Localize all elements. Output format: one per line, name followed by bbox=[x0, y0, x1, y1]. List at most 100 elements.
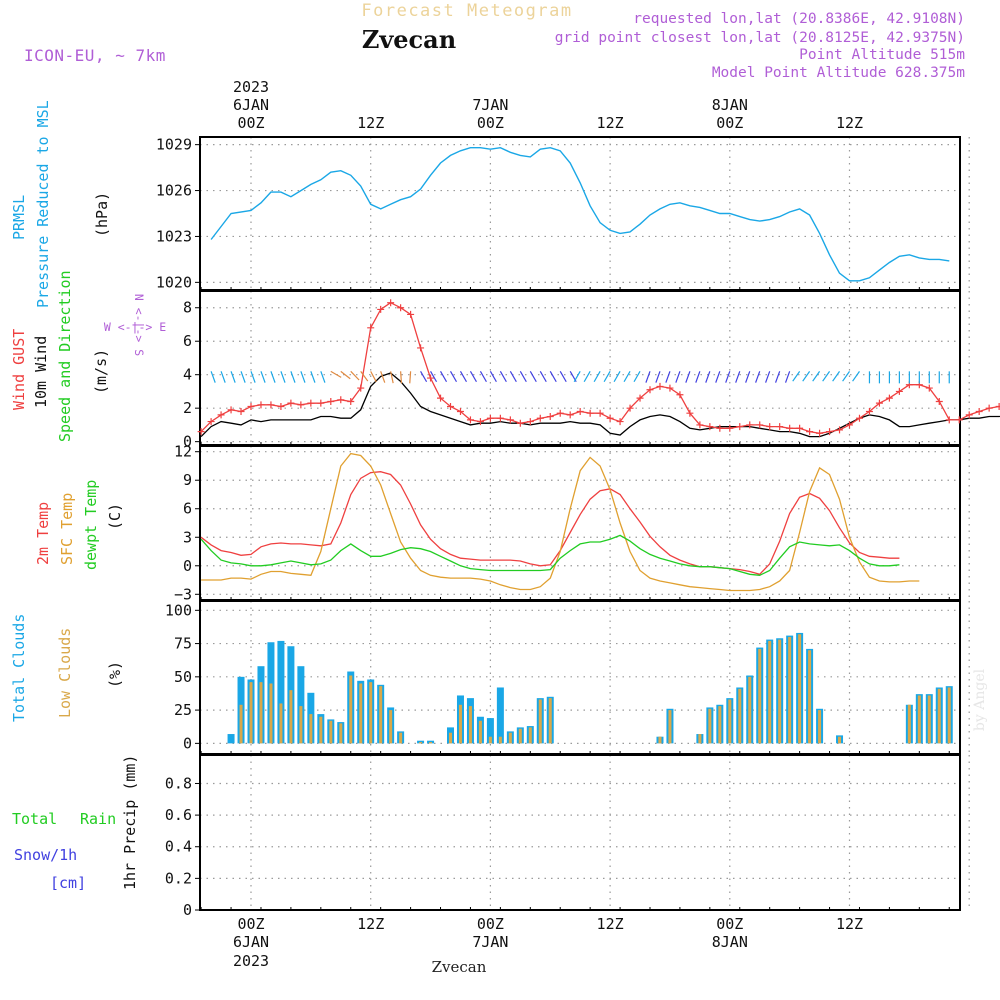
requested-coords: requested lon,lat (20.8386E, 42.9108N) bbox=[633, 11, 965, 27]
low-cloud-bar bbox=[349, 675, 353, 744]
low-cloud-bar bbox=[249, 682, 253, 744]
gust-marker bbox=[686, 409, 694, 417]
grid-point-coords: grid point closest lon,lat (20.8125E, 42… bbox=[555, 30, 965, 46]
gust-marker bbox=[466, 416, 474, 424]
gust-marker bbox=[995, 403, 1000, 410]
gust-marker bbox=[806, 428, 814, 436]
plot-panels: 102010231026102902468−303691202550751000… bbox=[156, 136, 1000, 919]
y-tick-label: 0 bbox=[183, 901, 192, 919]
y-tick-label: 75 bbox=[174, 635, 192, 653]
gust-marker bbox=[417, 344, 425, 352]
wind-direction-arrow bbox=[705, 371, 711, 383]
gust-marker bbox=[427, 374, 435, 382]
wind-direction-arrow bbox=[633, 371, 641, 383]
gust-marker bbox=[287, 399, 295, 407]
wind-direction-arrow bbox=[822, 371, 831, 382]
precip-rain-label: Rain bbox=[80, 810, 116, 828]
total-cloud-bar bbox=[496, 687, 504, 744]
low-cloud-bar bbox=[528, 727, 532, 744]
y-tick-label: 0 bbox=[183, 734, 192, 752]
gust-marker bbox=[636, 394, 644, 402]
top-time-tick: 00Z bbox=[237, 114, 264, 132]
wind-direction-arrow bbox=[270, 371, 276, 383]
low-cloud-bar bbox=[798, 634, 802, 744]
low-cloud-bar bbox=[937, 688, 941, 744]
wind-direction-arrow bbox=[812, 371, 821, 382]
top-time-tick: 00Z bbox=[716, 114, 743, 132]
y-tick-label: 9 bbox=[183, 471, 192, 489]
pressure-unit: (hPa) bbox=[93, 192, 111, 237]
wind-direction-arrow bbox=[250, 371, 256, 383]
gust-marker bbox=[337, 396, 345, 404]
gust-marker bbox=[546, 413, 554, 421]
total-clouds-label: Total Clouds bbox=[10, 614, 28, 722]
y-tick-label: 3 bbox=[183, 528, 192, 546]
gust-marker bbox=[486, 414, 494, 422]
gust-marker bbox=[566, 411, 574, 419]
bottom-year-label: 2023 bbox=[233, 952, 269, 970]
wind-direction-arrow bbox=[784, 371, 791, 383]
chart-title: Forecast Meteogram bbox=[361, 1, 572, 21]
wind-direction-arrow bbox=[583, 371, 591, 383]
y-tick-label: 8 bbox=[183, 299, 192, 317]
gust-marker bbox=[676, 391, 684, 399]
low-cloud-bar bbox=[718, 706, 722, 744]
point-altitude: Point Altitude 515m bbox=[799, 47, 965, 63]
low-cloud-bar bbox=[768, 640, 772, 744]
bottom-time-tick: 00Z bbox=[477, 915, 504, 933]
gust-marker bbox=[696, 421, 704, 429]
wind-direction-arrow bbox=[479, 371, 487, 383]
wind-direction-arrow bbox=[655, 371, 661, 383]
wind-direction-arrow bbox=[755, 371, 761, 383]
low-cloud-bar bbox=[917, 695, 921, 744]
pressure-line bbox=[210, 146, 950, 282]
gust-marker bbox=[247, 403, 255, 410]
wind-direction-arrow bbox=[715, 371, 721, 383]
wind-direction-arrow bbox=[210, 371, 216, 383]
wind-direction-arrow bbox=[280, 371, 286, 383]
gust-marker bbox=[836, 426, 844, 434]
low-cloud-bar bbox=[478, 720, 482, 744]
y-tick-label: 1029 bbox=[156, 136, 192, 154]
gust-marker bbox=[716, 424, 724, 432]
wind-direction-arrow bbox=[340, 370, 351, 380]
gust-marker bbox=[885, 394, 893, 402]
low-cloud-bar bbox=[369, 682, 373, 744]
y-tick-label: 1026 bbox=[156, 182, 192, 200]
top-time-tick: 12Z bbox=[357, 114, 384, 132]
wind-direction-arrow bbox=[549, 371, 557, 383]
bottom-time-tick: 00Z bbox=[237, 915, 264, 933]
gust-marker bbox=[407, 310, 415, 318]
y-tick-label: 25 bbox=[174, 701, 192, 719]
gust-marker bbox=[257, 401, 265, 409]
gust-marker bbox=[367, 324, 375, 332]
low-cloud-bar bbox=[808, 650, 812, 744]
gust-marker bbox=[387, 299, 395, 307]
precip-snow-label: Snow/1h bbox=[14, 846, 77, 864]
low-cloud-bar bbox=[329, 720, 333, 744]
gust-marker bbox=[277, 403, 285, 410]
gust-marker bbox=[826, 428, 834, 436]
top-year-label: 2023 bbox=[233, 78, 269, 96]
gust-marker bbox=[706, 423, 714, 431]
wind-direction-arrow bbox=[675, 371, 681, 383]
wind-direction-arrow bbox=[330, 370, 342, 378]
y-tick-label: 0 bbox=[183, 433, 192, 451]
total-cloud-bar bbox=[227, 734, 235, 744]
wind-direction-arrow bbox=[360, 370, 369, 382]
gust-marker bbox=[377, 305, 385, 313]
bottom-date-label: 8JAN bbox=[712, 933, 748, 951]
gust-marker bbox=[267, 401, 275, 409]
gust-marker bbox=[646, 386, 654, 394]
wind-direction-arrow bbox=[613, 371, 621, 383]
wind-direction-arrow bbox=[409, 371, 412, 384]
wind-direction-arrow bbox=[499, 371, 507, 383]
wind-unit: (m/s) bbox=[92, 349, 110, 394]
low-cloud-bar bbox=[429, 742, 433, 744]
bottom-date-label: 7JAN bbox=[472, 933, 508, 951]
low-cloud-bar bbox=[818, 710, 822, 744]
low-cloud-bar bbox=[498, 736, 502, 744]
top-date-label: 7JAN bbox=[472, 96, 508, 114]
low-cloud-bar bbox=[778, 639, 782, 744]
low-cloud-bar bbox=[658, 736, 662, 744]
